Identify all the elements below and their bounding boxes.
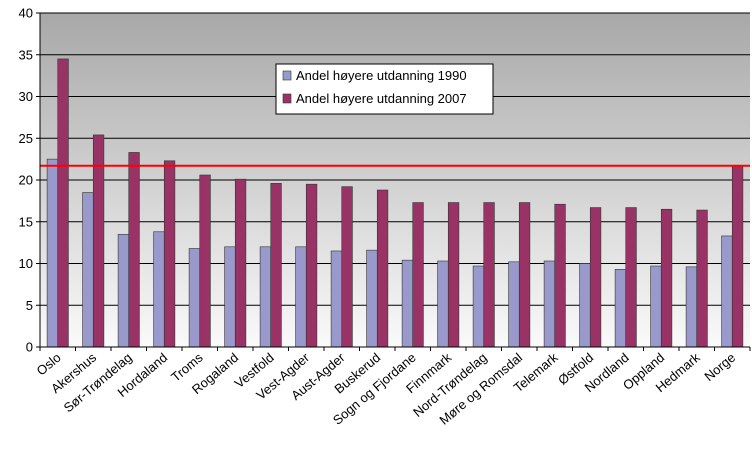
bar-1990 — [650, 265, 662, 348]
bar-1990 — [117, 233, 130, 348]
bar-1990 — [401, 259, 414, 348]
bar-2007 — [518, 202, 531, 348]
axes — [39, 13, 751, 351]
x-axis-categories: OsloAkershusSør-TrøndelagHordalandTromsR… — [34, 349, 739, 427]
bar-1990 — [721, 235, 733, 348]
bar-1990 — [153, 231, 165, 348]
bars — [46, 58, 744, 348]
bar-1990 — [188, 248, 201, 348]
bar-1990 — [437, 260, 449, 348]
legend-box — [275, 63, 494, 115]
bar-1990 — [508, 261, 520, 348]
bar-2007 — [376, 189, 389, 348]
legend-swatch — [282, 93, 292, 104]
bar-2007 — [412, 202, 424, 348]
bar-1990 — [543, 260, 556, 348]
y-tick-label: 35 — [19, 47, 33, 62]
y-tick-label: 40 — [19, 6, 33, 21]
bar-1990 — [472, 265, 485, 348]
bar-1990 — [295, 246, 307, 348]
bar-1990 — [330, 250, 343, 348]
y-tick-label: 0 — [26, 340, 33, 355]
x-category-label: Norge — [701, 350, 738, 384]
bar-2007 — [554, 203, 566, 348]
bar-1990 — [82, 192, 94, 348]
bar-2007 — [660, 208, 673, 348]
bar-2007 — [234, 178, 247, 348]
legend-label: Andel høyere utdanning 2007 — [296, 91, 467, 106]
bar-2007 — [696, 209, 708, 348]
bar-2007 — [163, 160, 176, 348]
bar-1990 — [224, 246, 236, 348]
bar-2007 — [270, 183, 282, 348]
bar-1990 — [614, 269, 627, 348]
y-tick-label: 25 — [19, 131, 33, 146]
y-tick-label: 20 — [19, 173, 33, 188]
legend-label: Andel høyere utdanning 1990 — [296, 68, 467, 83]
legend: Andel høyere utdanning 1990 Andel høyere … — [275, 63, 494, 115]
y-tick-label: 5 — [26, 298, 33, 313]
bar-1990 — [366, 249, 378, 348]
y-tick-label: 30 — [19, 89, 33, 104]
bar-2007 — [57, 58, 69, 348]
bar-2007 — [625, 207, 637, 348]
y-tick-label: 10 — [19, 256, 33, 271]
y-tick-label: 15 — [19, 214, 33, 229]
bar-1990 — [259, 246, 272, 348]
bar-2007 — [447, 202, 460, 348]
bar-2007 — [589, 207, 602, 348]
bar-2007 — [128, 152, 140, 348]
legend-swatch — [282, 70, 292, 81]
y-axis-ticks: 0 5 10 15 20 25 30 35 40 — [19, 6, 40, 355]
bar-2007 — [483, 202, 495, 348]
bar-2007 — [341, 186, 353, 348]
bar-2007 — [305, 183, 318, 348]
bar-1990 — [685, 266, 698, 348]
bar-1990 — [579, 263, 591, 348]
bar-2007 — [731, 165, 744, 348]
bar-1990 — [46, 158, 59, 348]
bar-2007 — [199, 174, 211, 348]
